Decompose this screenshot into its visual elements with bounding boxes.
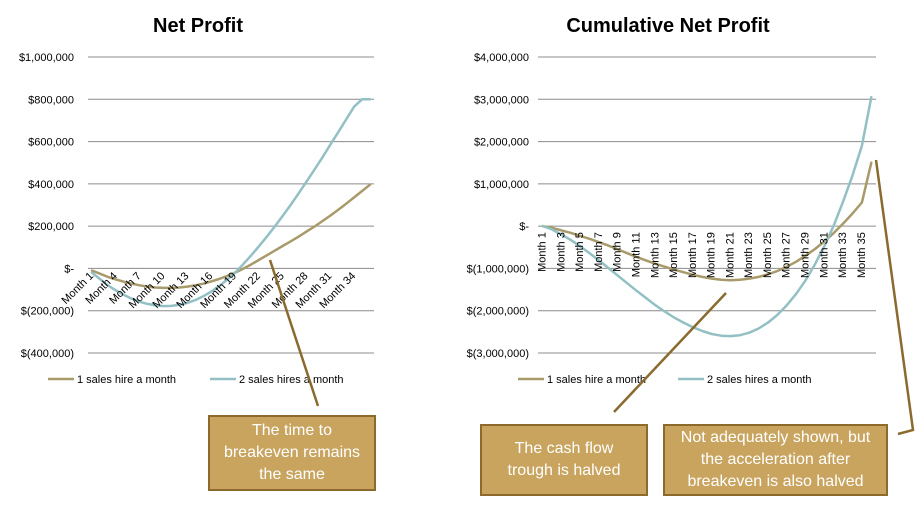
cumulative-net-profit-chart: Cumulative Net Profit $4,000,000 $3,000,0… (467, 15, 876, 386)
breakeven-pointer-line (268, 259, 320, 407)
y-tick-label: $(3,000,000) (467, 348, 529, 360)
x-tick-label: Month 11 (630, 232, 642, 277)
cumulative-net-profit-title: Cumulative Net Profit (566, 15, 770, 37)
x-tick-label: Month 31 (818, 232, 830, 278)
legend-label-series1: 1 sales hire a month (77, 374, 176, 386)
series-line-2 (541, 95, 873, 338)
y-tick-label: $(1,000,000) (467, 263, 529, 275)
legend-label-series2: 2 sales hires a month (239, 374, 344, 386)
y-tick-label: $- (64, 263, 74, 275)
series-line-2 (90, 98, 372, 308)
series-line-1 (90, 183, 372, 290)
acceleration-callout: Not adequately shown, but the accelerati… (663, 424, 888, 496)
x-tick-label: Month 17 (687, 232, 699, 278)
y-tick-label: $1,000,000 (474, 179, 529, 191)
x-tick-label: Month 3 (555, 232, 567, 272)
x-tick-label: Month 35 (856, 232, 868, 278)
y-tick-label: $200,000 (28, 221, 74, 233)
y-tick-label: $2,000,000 (474, 137, 529, 149)
x-tick-label: Month 19 (706, 232, 718, 278)
y-tick-label: $600,000 (28, 137, 74, 149)
x-tick-label: Month 1 (537, 232, 549, 272)
breakeven-callout: The time to breakeven remains the same (208, 415, 376, 491)
x-tick-label: Month 5 (574, 232, 586, 272)
legend-label-series2: 2 sales hires a month (707, 374, 812, 386)
x-tick-label: Month 29 (799, 232, 811, 278)
x-tick-label: Month 15 (668, 232, 680, 278)
x-tick-label: Month 9 (612, 232, 624, 272)
net-profit-title: Net Profit (153, 15, 243, 37)
x-tick-label: Month 13 (649, 232, 661, 278)
trough-pointer-line (613, 292, 727, 413)
y-tick-label: $400,000 (28, 179, 74, 191)
x-tick-label: Month 23 (743, 232, 755, 278)
acceleration-pointer-line (874, 159, 915, 436)
series-line-1 (541, 161, 873, 282)
annotation-lines (268, 159, 915, 436)
x-tick-label: Month 21 (724, 232, 736, 278)
y-tick-label: $(400,000) (21, 348, 74, 360)
x-tick-label: Month 7 (593, 232, 605, 272)
y-tick-label: $1,000,000 (19, 52, 74, 64)
y-tick-label: $800,000 (28, 94, 74, 106)
x-tick-label: Month 25 (762, 232, 774, 278)
y-tick-label: $- (519, 221, 529, 233)
net-profit-chart: Net Profit $1,000,000 $800,000 $600,000 $40… (19, 15, 374, 386)
y-tick-label: $(200,000) (21, 306, 74, 318)
trough-callout: The cash flow trough is halved (480, 424, 648, 496)
y-tick-label: $3,000,000 (474, 94, 529, 106)
x-tick-label: Month 33 (837, 232, 849, 278)
legend-label-series1: 1 sales hire a month (547, 374, 646, 386)
cumulative-net-profit-legend: 1 sales hire a month 2 sales hires a mon… (518, 374, 812, 386)
y-tick-label: $4,000,000 (474, 52, 529, 64)
net-profit-legend: 1 sales hire a month 2 sales hires a mon… (48, 374, 344, 386)
y-tick-label: $(2,000,000) (467, 306, 529, 318)
x-tick-label: Month 27 (781, 232, 793, 278)
